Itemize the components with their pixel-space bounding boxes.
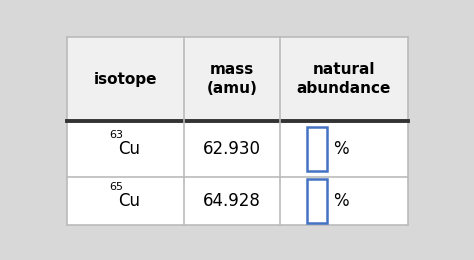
Text: Cu: Cu — [118, 140, 140, 158]
Text: mass
(amu): mass (amu) — [207, 62, 257, 96]
Text: 63: 63 — [109, 130, 123, 140]
Text: %: % — [333, 140, 348, 158]
Text: %: % — [333, 192, 348, 210]
Bar — [66, 37, 408, 121]
Bar — [307, 179, 328, 223]
Text: isotope: isotope — [94, 72, 157, 87]
Text: 65: 65 — [109, 182, 123, 192]
Text: 62.930: 62.930 — [203, 140, 261, 158]
Text: 64.928: 64.928 — [203, 192, 261, 210]
Bar — [307, 127, 328, 171]
Text: Cu: Cu — [118, 192, 140, 210]
Text: natural
abundance: natural abundance — [297, 62, 391, 96]
